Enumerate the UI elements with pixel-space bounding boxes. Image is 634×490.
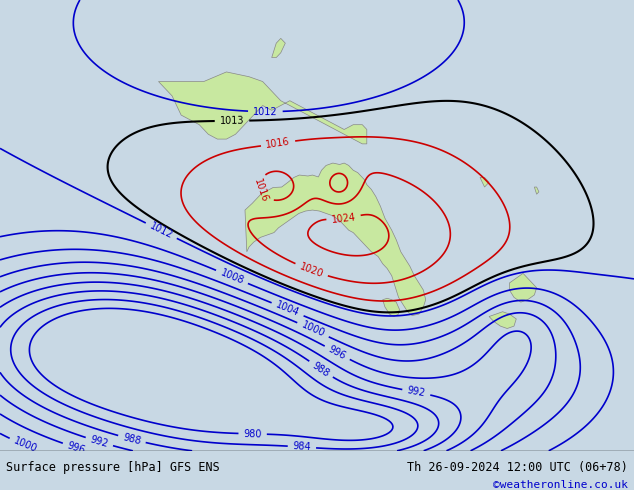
Polygon shape: [510, 273, 536, 302]
Text: 992: 992: [406, 386, 426, 399]
Text: 988: 988: [311, 360, 332, 379]
Text: 980: 980: [243, 429, 262, 439]
Text: 992: 992: [89, 434, 110, 449]
Polygon shape: [489, 312, 516, 328]
Text: 996: 996: [327, 344, 347, 362]
Text: Surface pressure [hPa] GFS ENS: Surface pressure [hPa] GFS ENS: [6, 461, 220, 474]
Text: 1000: 1000: [12, 436, 39, 455]
Polygon shape: [534, 187, 539, 194]
Text: 1012: 1012: [148, 220, 174, 241]
Text: 996: 996: [66, 440, 87, 455]
Polygon shape: [480, 177, 489, 187]
Text: 1013: 1013: [219, 116, 244, 126]
Text: 1004: 1004: [275, 300, 301, 318]
Text: 1008: 1008: [219, 268, 245, 286]
Text: 1012: 1012: [253, 106, 278, 117]
Polygon shape: [158, 72, 367, 144]
Polygon shape: [272, 38, 285, 57]
Text: 1016: 1016: [265, 137, 291, 150]
Text: 1020: 1020: [298, 261, 325, 279]
Text: 1016: 1016: [252, 177, 269, 203]
Text: 984: 984: [292, 441, 311, 453]
Polygon shape: [245, 163, 425, 316]
Text: ©weatheronline.co.uk: ©weatheronline.co.uk: [493, 480, 628, 490]
Text: 988: 988: [122, 432, 142, 446]
Text: 1000: 1000: [300, 320, 327, 339]
Polygon shape: [383, 298, 399, 317]
Text: Th 26-09-2024 12:00 UTC (06+78): Th 26-09-2024 12:00 UTC (06+78): [407, 461, 628, 474]
Text: 1024: 1024: [331, 212, 356, 225]
